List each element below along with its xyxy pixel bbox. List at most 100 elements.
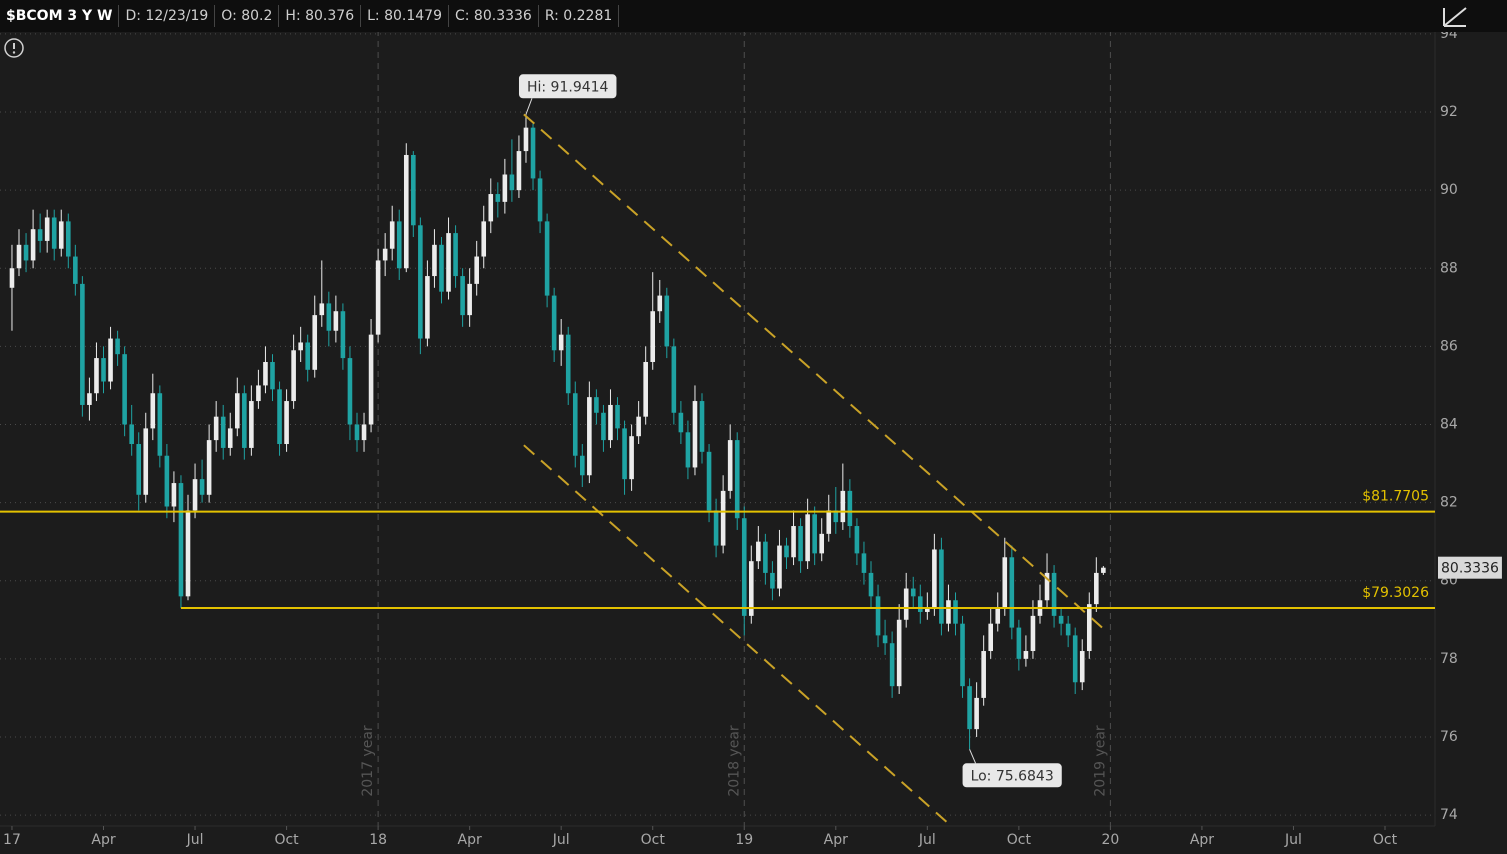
candle-body [143, 428, 149, 495]
label-text: Lo: 75.6843 [971, 768, 1054, 784]
candle-body [1086, 604, 1092, 652]
y-tick-label: 90 [1440, 182, 1458, 198]
x-tick-label: Oct [1007, 832, 1032, 848]
candle-body [939, 549, 944, 624]
pointer [969, 749, 977, 764]
candle-body [227, 428, 233, 448]
candle-body [678, 412, 684, 433]
candle-body [1065, 623, 1071, 636]
alert-icon [4, 38, 24, 58]
candle-body [37, 229, 43, 241]
candle-body [833, 510, 839, 523]
candle-body [108, 338, 113, 382]
year-label: 2018 year [726, 725, 742, 797]
candle-body [798, 526, 803, 562]
candle-body [685, 432, 691, 468]
low-marker: Lo: 75.6843 [962, 749, 1062, 788]
x-tick-label: Oct [641, 832, 666, 848]
candle-body [671, 346, 677, 413]
y-tick-label: 84 [1440, 416, 1458, 432]
candle-body [73, 256, 78, 284]
candle-body [587, 397, 592, 476]
label-text: Hi: 91.9414 [527, 79, 609, 95]
candle-body [784, 545, 789, 558]
candle-body [601, 412, 606, 441]
candle-body [375, 260, 381, 335]
last-price-box [1438, 556, 1502, 579]
candle-body [995, 608, 1001, 624]
candle-body [903, 588, 909, 620]
candle-body [44, 217, 50, 241]
candle-body [453, 233, 458, 277]
candle-body [580, 455, 585, 476]
candle-body [551, 295, 557, 351]
candle-body [242, 393, 247, 448]
candle-body [770, 572, 775, 589]
candle-body [488, 194, 494, 222]
candle-body [1002, 557, 1008, 609]
y-tick-label: 76 [1440, 729, 1458, 745]
candle-body [650, 311, 656, 362]
candle-body [974, 697, 979, 730]
candle-body [65, 221, 71, 257]
candle-body [115, 338, 120, 355]
symbol[interactable]: $BCOM 3 Y W [0, 5, 120, 27]
candle-body [256, 385, 261, 402]
candle-body [1030, 615, 1036, 652]
candle-body [340, 311, 346, 359]
x-tick-label: 19 [735, 832, 753, 848]
y-tick-label: 86 [1440, 338, 1458, 354]
candle-body [594, 397, 599, 413]
candle-body [1016, 627, 1022, 659]
candle-body [368, 334, 374, 425]
candle-body [1044, 572, 1050, 601]
price-level-label: $79.3026 [1362, 585, 1429, 601]
candle-body [291, 350, 296, 402]
x-tick-label: 17 [3, 832, 21, 848]
header-field: D: 12/23/19 [119, 5, 216, 27]
candle-body [389, 221, 395, 249]
header-field: O: 80.2 [215, 5, 280, 27]
candle-body [418, 225, 423, 339]
candle-body [467, 283, 472, 316]
candle-body [129, 424, 134, 445]
candle-body [530, 127, 536, 179]
x-tick-label: 20 [1101, 832, 1119, 848]
x-tick-label: Oct [1373, 832, 1398, 848]
price-level-label: $81.7705 [1362, 489, 1429, 505]
candle-body [23, 244, 29, 261]
trend-line [523, 113, 1106, 631]
pointer [525, 98, 533, 115]
candle-body [249, 401, 254, 448]
candle-body [101, 358, 106, 382]
header-field: R: 0.2281 [539, 5, 620, 27]
candle-body [734, 440, 740, 519]
candle-body [636, 416, 641, 437]
x-tick-label: Apr [91, 832, 115, 848]
x-tick-label: 18 [369, 832, 387, 848]
candle-body [157, 393, 163, 456]
year-label: 2017 year [360, 725, 376, 797]
candle-body [305, 342, 311, 370]
candle-body [706, 451, 712, 511]
candle-body [1023, 651, 1029, 659]
candle-body [1079, 651, 1085, 683]
candle-body [474, 256, 479, 284]
candle-body [967, 686, 972, 730]
candle-body [861, 553, 867, 573]
candle-body [298, 342, 303, 351]
header-field: C: 80.3336 [449, 5, 539, 27]
candle-body [910, 588, 916, 597]
candle-body [277, 389, 282, 445]
drawing-tool-icon[interactable] [1440, 4, 1470, 30]
x-tick-label: Jul [918, 832, 936, 848]
candle-body [234, 393, 240, 429]
candle-body [741, 518, 747, 616]
candle-body [516, 151, 522, 191]
candle-body [51, 217, 57, 249]
candle-body [657, 295, 663, 312]
header-bar: $BCOM 3 Y W D: 12/23/19 O: 80.2 H: 80.37… [0, 0, 1507, 32]
candle-body [270, 361, 275, 390]
y-tick-label: 78 [1440, 651, 1458, 667]
